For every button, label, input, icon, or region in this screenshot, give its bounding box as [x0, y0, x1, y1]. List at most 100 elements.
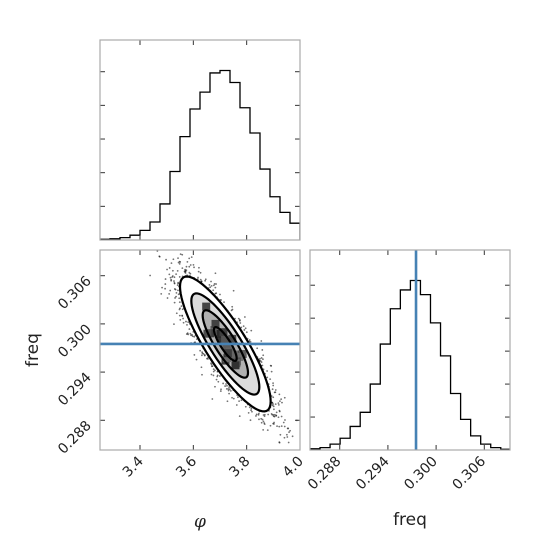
scatter-point	[189, 332, 192, 335]
scatter-point	[279, 433, 282, 436]
scatter-point	[212, 289, 215, 292]
scatter-point	[231, 305, 234, 308]
scatter-point	[214, 369, 216, 372]
scatter-point	[170, 262, 173, 265]
density-core-cell	[211, 319, 220, 328]
scatter-point	[203, 354, 206, 356]
scatter-point	[270, 370, 273, 373]
scatter-point	[169, 289, 172, 292]
scatter-point	[178, 263, 181, 265]
scatter-point	[248, 406, 251, 409]
scatter-point	[214, 385, 216, 388]
scatter-point	[219, 293, 221, 296]
scatter-point	[200, 366, 203, 369]
scatter-point	[191, 335, 194, 338]
scatter-point	[225, 383, 227, 385]
scatter-point	[210, 280, 212, 283]
scatter-point	[242, 325, 245, 327]
scatter-point	[182, 321, 185, 324]
scatter-point	[267, 413, 270, 416]
scatter-point	[287, 441, 290, 444]
scatter-point	[214, 286, 217, 289]
scatter-point	[171, 269, 174, 272]
scatter-point	[199, 278, 202, 281]
scatter-point	[215, 292, 218, 295]
scatter-point	[186, 323, 188, 326]
scatter-point	[281, 401, 283, 404]
histogram-phi-step-line	[100, 69, 300, 240]
scatter-point	[223, 301, 225, 304]
scatter-point	[199, 349, 202, 352]
scatter-point	[260, 417, 263, 420]
scatter-point	[172, 258, 175, 261]
scatter-point	[278, 425, 281, 428]
scatter-point	[173, 323, 175, 326]
scatter-point	[175, 312, 178, 315]
scatter-point	[212, 284, 215, 287]
scatter-point	[166, 268, 168, 271]
scatter-point	[199, 271, 202, 274]
scatter-point	[227, 388, 230, 390]
scatter-point	[245, 331, 248, 334]
scatter-point	[260, 340, 263, 342]
scatter-point	[182, 317, 184, 320]
scatter-point	[273, 408, 275, 411]
scatter-point	[240, 326, 243, 329]
scatter-point	[198, 266, 200, 269]
scatter-point	[164, 287, 167, 290]
scatter-point	[261, 349, 264, 351]
scatter-point	[193, 354, 196, 356]
scatter-point	[166, 297, 169, 299]
contour-line	[190, 292, 261, 396]
scatter-point	[192, 263, 195, 266]
scatter-point	[255, 415, 257, 417]
scatter-point	[220, 299, 223, 301]
scatter-point	[175, 295, 177, 298]
scatter-point	[257, 414, 260, 416]
scatter-point	[177, 289, 179, 292]
histogram-freq-frame	[309, 249, 511, 451]
scatter-point	[201, 352, 204, 355]
scatter-point	[213, 283, 216, 285]
scatter-point	[282, 421, 285, 424]
density-core-cell	[228, 334, 237, 343]
scatter-point	[188, 265, 191, 268]
scatter-point	[260, 421, 263, 424]
density-core-cell	[235, 352, 244, 361]
scatter-point	[261, 418, 264, 421]
scatter-point	[289, 429, 292, 432]
scatter-point	[244, 405, 247, 408]
scatter-point	[283, 425, 286, 428]
scatter-point	[177, 293, 180, 296]
scatter-point	[216, 374, 219, 377]
scatter-point	[228, 392, 230, 395]
scatter-point	[178, 301, 181, 304]
scatter-point	[229, 389, 232, 392]
scatter-point	[266, 429, 269, 431]
scatter-point	[177, 281, 180, 284]
scatter-point	[263, 415, 266, 418]
density-core-cell	[222, 354, 231, 363]
scatter-point	[210, 373, 213, 376]
scatter-point	[231, 396, 233, 399]
scatter-point	[262, 358, 264, 361]
scatter-point	[274, 391, 277, 394]
scatter-point	[178, 297, 181, 300]
scatter-point	[262, 428, 265, 431]
scatter-point	[164, 283, 167, 285]
scatter-point	[273, 415, 276, 418]
scatter-point	[211, 398, 214, 400]
scatter-point	[214, 272, 217, 275]
scatter-point	[177, 257, 179, 259]
scatter-point	[235, 404, 238, 406]
scatter-point	[222, 382, 225, 385]
scatter-point	[217, 380, 220, 383]
scatter-point	[288, 431, 290, 434]
scatter-point	[248, 339, 251, 341]
scatter-point	[269, 424, 272, 427]
scatter-point	[201, 373, 203, 376]
scatter-point	[238, 415, 241, 418]
scatter-point	[212, 374, 215, 377]
scatter-point	[238, 400, 241, 403]
scatter-point	[285, 433, 288, 436]
